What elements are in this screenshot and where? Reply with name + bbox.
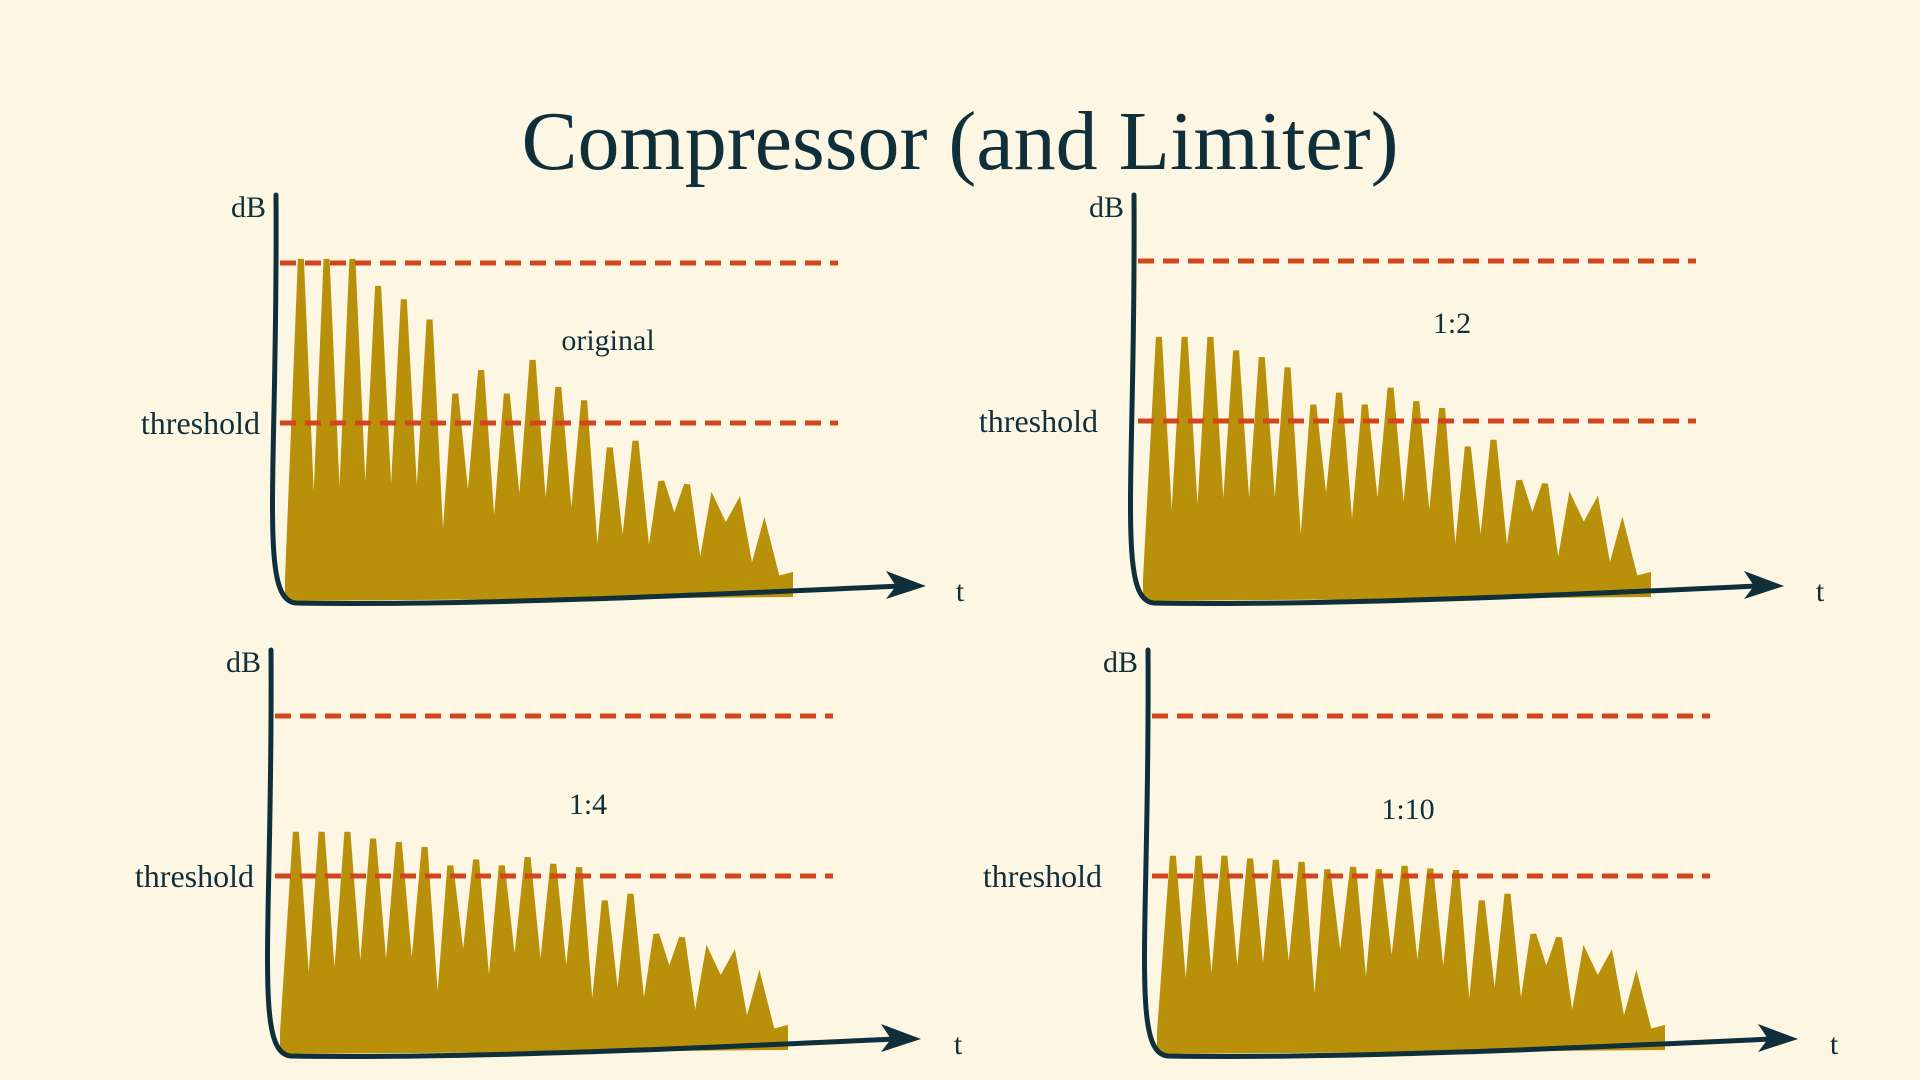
axes xyxy=(1128,192,1761,606)
arrow-head-icon xyxy=(881,1024,921,1052)
threshold-label: threshold xyxy=(135,858,254,894)
y-axis-label: dB xyxy=(1089,191,1124,224)
axes xyxy=(270,192,903,606)
waveform xyxy=(280,831,788,1055)
threshold-label: threshold xyxy=(979,403,1098,439)
panel-ratio-1-2: dB t threshold 1:2 xyxy=(979,191,1825,608)
panel-original: dB t threshold original xyxy=(141,191,965,608)
panel-caption: 1:2 xyxy=(1433,307,1471,340)
y-axis-label: dB xyxy=(1103,646,1138,679)
y-axis-label: dB xyxy=(226,646,261,679)
x-axis-label: t xyxy=(1830,1028,1839,1061)
panel-caption: original xyxy=(561,324,654,357)
threshold-label: threshold xyxy=(983,858,1102,894)
waveform xyxy=(1143,336,1651,602)
x-axis-label: t xyxy=(956,575,965,608)
arrow-head-icon xyxy=(1758,1024,1798,1052)
arrow-head-icon xyxy=(886,571,926,599)
panel-caption: 1:10 xyxy=(1381,793,1434,826)
y-axis-label: dB xyxy=(231,191,266,224)
waveform xyxy=(1157,855,1665,1055)
x-axis-label: t xyxy=(1816,575,1825,608)
axes xyxy=(265,647,898,1059)
arrow-head-icon xyxy=(1744,571,1784,599)
axes xyxy=(1142,647,1775,1059)
panel-ratio-1-10: dB t threshold 1:10 xyxy=(983,646,1839,1061)
x-axis-label: t xyxy=(954,1028,963,1061)
waveform xyxy=(285,258,793,602)
panel-caption: 1:4 xyxy=(569,788,607,821)
slide-title: Compressor (and Limiter) xyxy=(521,95,1399,188)
panel-ratio-1-4: dB t threshold 1:4 xyxy=(135,646,963,1061)
threshold-label: threshold xyxy=(141,405,260,441)
